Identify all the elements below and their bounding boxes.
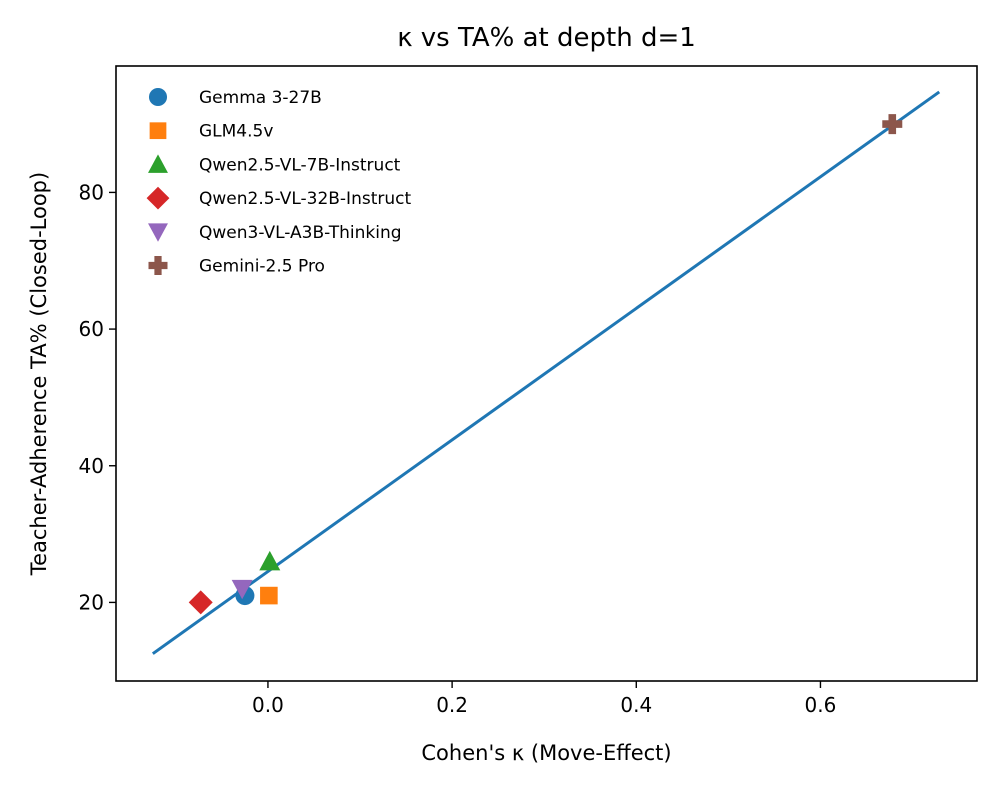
data-point: [882, 114, 903, 135]
legend-label: Gemma 3-27B: [199, 88, 322, 108]
legend-label: Qwen3-VL-A3B-Thinking: [199, 223, 402, 243]
legend-marker: [149, 122, 167, 140]
x-tick-label: 0.6: [805, 693, 837, 717]
legend-marker: [148, 256, 168, 275]
x-tick-label: 0.0: [252, 693, 284, 717]
chart-title: κ vs TA% at depth d=1: [397, 23, 696, 53]
legend-label: Qwen2.5-VL-32B-Instruct: [199, 189, 411, 209]
y-tick-label: 80: [79, 180, 104, 204]
x-axis: 0.0 0.2 0.4 0.6: [252, 681, 836, 717]
y-tick-label: 40: [79, 454, 104, 478]
y-axis: 20 40 60 80: [79, 180, 116, 614]
data-point: [259, 550, 281, 571]
y-tick-label: 20: [79, 590, 104, 614]
legend-label: Qwen2.5-VL-7B-Instruct: [199, 155, 401, 175]
legend-marker: [146, 186, 170, 210]
x-tick-label: 0.2: [436, 693, 468, 717]
x-tick-label: 0.4: [620, 693, 652, 717]
fit-line: [151, 90, 941, 655]
legend: Gemma 3-27B GLM4.5v Qwen2.5-VL-7B-Instruct…: [146, 87, 411, 277]
legend-marker: [148, 223, 168, 242]
plot-area-frame: [115, 65, 978, 682]
points-layer: [188, 114, 903, 615]
y-axis-title: Teacher-Adherence TA% (Closed-Loop): [27, 172, 51, 576]
legend-label: Gemini-2.5 Pro: [199, 257, 325, 277]
y-tick-label: 60: [79, 317, 104, 341]
data-point: [260, 586, 278, 605]
legend-label: GLM4.5v: [199, 122, 273, 142]
legend-marker: [148, 154, 168, 173]
fit-line-layer: [151, 90, 941, 655]
data-point: [231, 579, 253, 600]
x-axis-title: Cohen's κ (Move-Effect): [421, 741, 671, 765]
legend-marker: [148, 87, 168, 107]
data-point: [188, 590, 213, 615]
